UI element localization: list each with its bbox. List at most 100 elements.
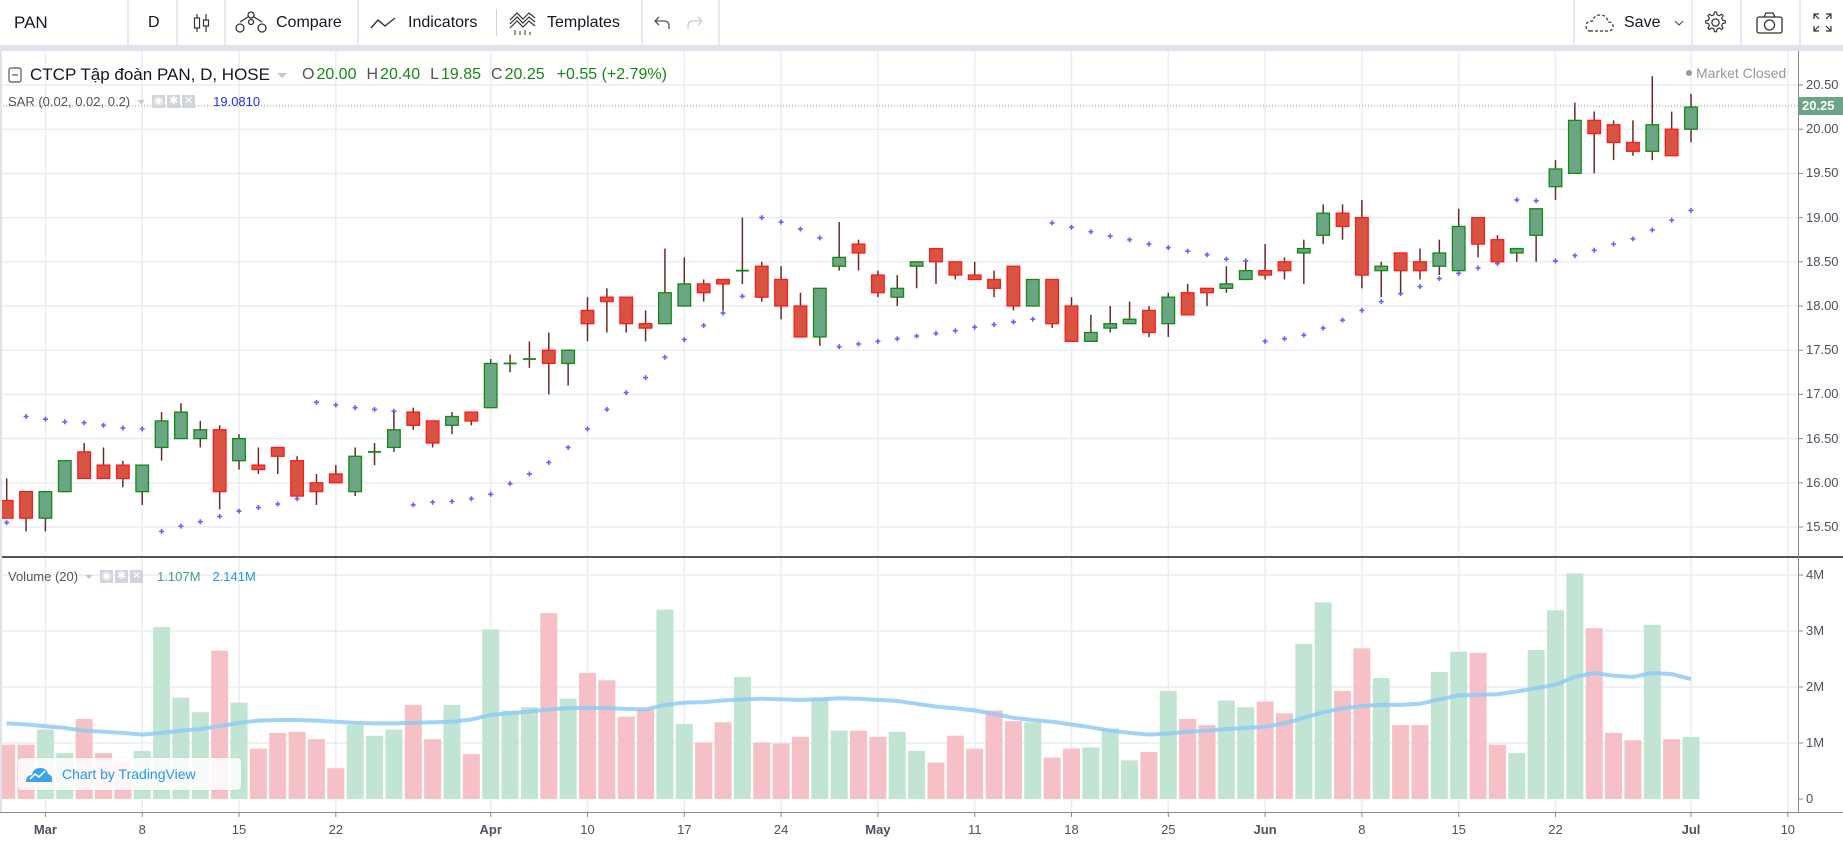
candle <box>619 296 634 333</box>
tradingview-watermark[interactable]: Chart by TradingView <box>18 758 241 790</box>
save-button[interactable]: Save <box>1584 0 1660 45</box>
candle <box>851 239 866 271</box>
sar-point <box>952 328 958 334</box>
candle <box>57 460 72 493</box>
chevron-down-icon[interactable] <box>276 71 288 79</box>
candle <box>793 292 808 338</box>
volume-bar <box>327 768 345 799</box>
volume-bar <box>1566 573 1584 799</box>
candle-body <box>1296 247 1311 254</box>
candle <box>1277 257 1292 280</box>
volume-bar <box>714 722 732 799</box>
candle-body <box>290 460 305 497</box>
candle-body <box>1413 261 1427 272</box>
symbol-search-button[interactable]: PAN <box>14 0 48 45</box>
candles <box>0 76 1698 532</box>
candle <box>115 460 130 488</box>
sar-title[interactable]: SAR (0.02, 0.02, 0.2) <box>8 94 131 109</box>
eye-icon[interactable]: ◉ <box>152 95 166 108</box>
sar-point <box>1146 241 1152 247</box>
cloud-icon <box>1585 13 1614 32</box>
candle <box>1587 111 1602 174</box>
market-status: Market Closed <box>1686 65 1786 81</box>
sar-point <box>1088 229 1094 235</box>
volume-bar <box>443 704 461 799</box>
sar-point <box>1320 325 1326 331</box>
snapshot-button[interactable] <box>1756 0 1783 45</box>
close-icon[interactable]: ✕ <box>182 95 196 108</box>
candle <box>1296 239 1311 284</box>
gear-icon[interactable]: ✱ <box>115 570 129 583</box>
candle <box>173 403 188 440</box>
volume-bar <box>153 627 171 799</box>
save-options-dropdown[interactable] <box>1673 0 1685 45</box>
volume-bar <box>1411 725 1429 799</box>
candle-body <box>812 287 827 338</box>
undo-button[interactable] <box>653 0 671 45</box>
candle <box>1413 248 1427 280</box>
candle-body <box>599 296 614 303</box>
candle <box>1219 266 1234 293</box>
sar-point <box>662 354 668 360</box>
candle-body <box>309 482 324 493</box>
candle-body <box>386 429 401 449</box>
sar-legend: SAR (0.02, 0.02, 0.2) ◉ ✱ ✕ 19.0810 <box>8 94 260 109</box>
sar-point <box>1456 270 1462 276</box>
candle <box>599 288 614 333</box>
price-tick-label: 17.50 <box>1806 342 1839 358</box>
volume-bar <box>850 730 868 799</box>
market-status-label: Market Closed <box>1696 65 1787 81</box>
sar-dots <box>4 197 1694 534</box>
fullscreen-button[interactable] <box>1812 0 1833 45</box>
candle <box>909 261 924 289</box>
toolbar-divider <box>0 45 1843 51</box>
candle-body <box>657 292 672 325</box>
volume-bar <box>1275 713 1293 799</box>
sar-point <box>1127 237 1133 243</box>
volume-bar <box>307 739 325 799</box>
sar-point <box>23 414 29 419</box>
compare-label: Compare <box>276 13 342 31</box>
settings-button[interactable] <box>1703 0 1728 45</box>
compare-button[interactable]: Compare <box>234 0 342 45</box>
eye-icon[interactable]: ◉ <box>100 570 114 583</box>
candle-body <box>1316 212 1331 236</box>
candle <box>270 446 285 474</box>
gear-icon[interactable]: ✱ <box>167 95 181 108</box>
chevron-down-icon[interactable] <box>136 98 146 106</box>
chart-style-button[interactable] <box>192 0 212 45</box>
templates-button[interactable]: Templates <box>509 0 620 45</box>
sar-point <box>1533 198 1539 204</box>
sar-point <box>468 496 474 502</box>
chevron-down-icon[interactable] <box>84 573 94 581</box>
candle <box>1490 235 1505 263</box>
sar-point <box>778 219 784 225</box>
indicators-button[interactable]: Indicators <box>370 0 477 45</box>
series-title[interactable]: CTCP Tập đoàn PAN, D, HOSE <box>30 65 270 84</box>
time-tick-label: 24 <box>773 822 789 837</box>
candle <box>1684 93 1698 143</box>
redo-button[interactable] <box>686 0 704 45</box>
volume-bar <box>675 723 693 799</box>
candle <box>522 341 536 368</box>
volume-bar <box>695 742 713 799</box>
volume-bar <box>579 673 596 799</box>
candle-body <box>1606 124 1621 144</box>
time-tick-label: Jun <box>1253 822 1277 837</box>
candle-body <box>929 247 943 263</box>
volume-title[interactable]: Volume (20) <box>8 569 79 584</box>
volume-bar <box>1547 610 1564 799</box>
close-icon[interactable]: ✕ <box>130 570 144 583</box>
candle-body <box>754 265 769 298</box>
sar-point <box>1378 299 1384 305</box>
candle-body <box>96 464 111 480</box>
sar-point <box>1417 284 1423 290</box>
collapse-legend-icon[interactable] <box>8 67 22 83</box>
candle <box>425 420 440 448</box>
sar-point <box>1223 256 1229 262</box>
candle-body <box>464 411 479 422</box>
volume-bar <box>1024 722 1042 799</box>
volume-bar <box>0 744 16 799</box>
interval-button[interactable]: D <box>148 0 160 45</box>
